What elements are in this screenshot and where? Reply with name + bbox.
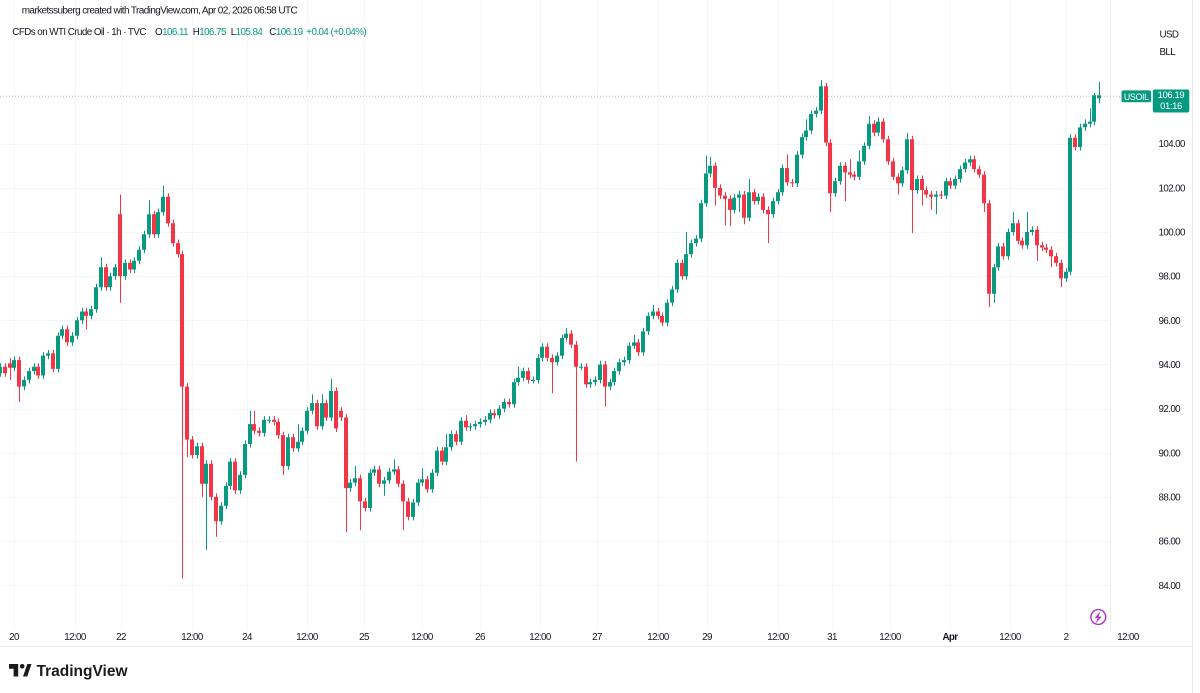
svg-text:CFDs on WTI Crude Oil · 1h · T: CFDs on WTI Crude Oil · 1h · TVC O106.11 H… bbox=[12, 27, 366, 38]
svg-text:01:16: 01:16 bbox=[1160, 101, 1182, 112]
svg-text:102.00: 102.00 bbox=[1159, 183, 1187, 194]
svg-text:12:00: 12:00 bbox=[529, 632, 552, 643]
svg-text:29: 29 bbox=[702, 632, 712, 643]
svg-text:86.00: 86.00 bbox=[1159, 537, 1182, 548]
svg-text:92.00: 92.00 bbox=[1159, 404, 1182, 415]
svg-text:USD: USD bbox=[1160, 29, 1179, 40]
svg-text:TradingView: TradingView bbox=[37, 663, 129, 680]
svg-text:12:00: 12:00 bbox=[647, 632, 670, 643]
svg-text:84.00: 84.00 bbox=[1159, 581, 1182, 592]
svg-text:Apr: Apr bbox=[942, 632, 958, 643]
svg-text:94.00: 94.00 bbox=[1159, 360, 1182, 371]
svg-text:22: 22 bbox=[116, 632, 126, 643]
svg-text:12:00: 12:00 bbox=[181, 632, 204, 643]
svg-text:27: 27 bbox=[592, 632, 602, 643]
svg-text:96.00: 96.00 bbox=[1159, 316, 1182, 327]
svg-text:20: 20 bbox=[9, 632, 20, 643]
svg-text:USOIL: USOIL bbox=[1124, 92, 1149, 102]
svg-text:BLL: BLL bbox=[1160, 47, 1177, 58]
svg-text:106.19: 106.19 bbox=[1158, 90, 1185, 101]
svg-text:12:00: 12:00 bbox=[767, 632, 790, 643]
svg-text:2: 2 bbox=[1064, 632, 1069, 643]
svg-text:12:00: 12:00 bbox=[1117, 632, 1140, 643]
svg-text:98.00: 98.00 bbox=[1159, 272, 1182, 283]
svg-text:12:00: 12:00 bbox=[64, 632, 87, 643]
svg-text:90.00: 90.00 bbox=[1159, 448, 1182, 459]
svg-text:12:00: 12:00 bbox=[296, 632, 319, 643]
svg-text:100.00: 100.00 bbox=[1159, 228, 1187, 239]
svg-text:26: 26 bbox=[475, 632, 486, 643]
svg-text:12:00: 12:00 bbox=[411, 632, 434, 643]
svg-text:31: 31 bbox=[827, 632, 837, 643]
svg-text:12:00: 12:00 bbox=[999, 632, 1022, 643]
svg-text:88.00: 88.00 bbox=[1159, 492, 1182, 503]
svg-text:24: 24 bbox=[242, 632, 253, 643]
svg-text:25: 25 bbox=[359, 632, 370, 643]
svg-text:marketssuberg created with Tra: marketssuberg created with TradingView.c… bbox=[22, 5, 298, 16]
svg-text:12:00: 12:00 bbox=[879, 632, 902, 643]
svg-text:104.00: 104.00 bbox=[1159, 139, 1187, 150]
